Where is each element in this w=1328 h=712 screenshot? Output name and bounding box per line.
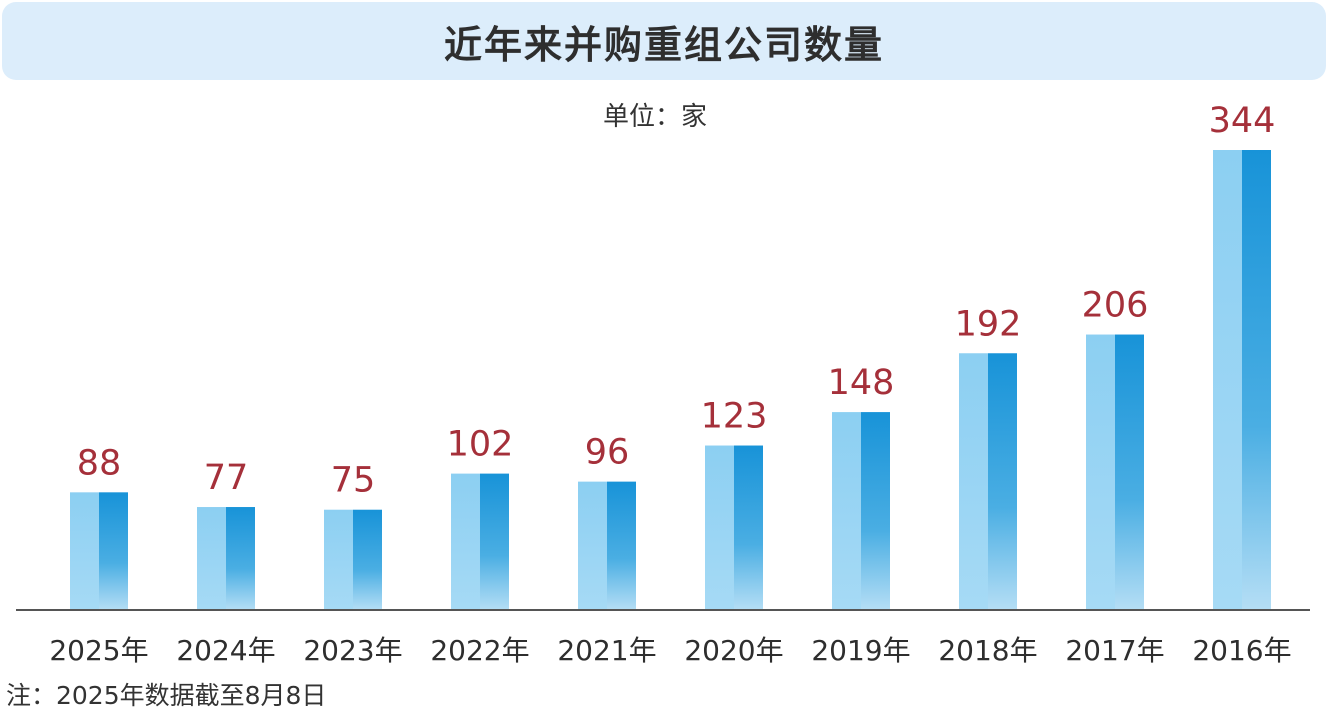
value-label: 192 xyxy=(955,304,1022,344)
bar xyxy=(324,509,382,610)
x-tick-label: 2021年 xyxy=(557,634,656,667)
bar-dark-half xyxy=(226,507,255,610)
bar xyxy=(197,507,255,610)
value-label: 75 xyxy=(331,461,376,501)
value-label: 123 xyxy=(701,397,768,437)
x-tick-label: 2019年 xyxy=(811,634,910,667)
x-tick-label: 2018年 xyxy=(938,634,1037,667)
chart-title: 近年来并购重组公司数量 xyxy=(443,22,884,67)
value-label: 102 xyxy=(447,425,514,465)
x-tick-label: 2024年 xyxy=(176,634,275,667)
unit-label: 单位：家 xyxy=(602,102,707,132)
x-tick-label: 2020年 xyxy=(684,634,783,667)
bar-dark-half xyxy=(861,412,890,610)
bar-dark-half xyxy=(480,473,509,610)
bar xyxy=(832,412,890,610)
value-label: 148 xyxy=(828,363,895,403)
bar xyxy=(70,492,128,610)
bar-light-half xyxy=(197,507,226,610)
title-bar: 近年来并购重组公司数量 xyxy=(2,2,1326,80)
bar-dark-half xyxy=(353,509,382,610)
value-label: 77 xyxy=(204,458,249,498)
bar xyxy=(705,445,763,610)
bar-light-half xyxy=(959,353,988,610)
value-label: 206 xyxy=(1082,286,1149,326)
bar-light-half xyxy=(1213,150,1242,610)
footnote: 注：2025年数据截至8月8日 xyxy=(6,681,327,710)
x-tick-label: 2025年 xyxy=(49,634,148,667)
bar-dark-half xyxy=(1115,334,1144,610)
bar-light-half xyxy=(578,481,607,610)
bar-light-half xyxy=(1086,334,1115,610)
bar-light-half xyxy=(705,445,734,610)
x-tick-label: 2022年 xyxy=(430,634,529,667)
bar-light-half xyxy=(70,492,99,610)
bar-dark-half xyxy=(988,353,1017,610)
value-label: 344 xyxy=(1209,101,1276,141)
bar-dark-half xyxy=(734,445,763,610)
value-label: 96 xyxy=(585,433,630,473)
bar xyxy=(959,353,1017,610)
bar-light-half xyxy=(451,473,480,610)
bar xyxy=(1086,334,1144,610)
bar-dark-half xyxy=(607,481,636,610)
x-tick-label: 2016年 xyxy=(1192,634,1291,667)
x-tick-label: 2017年 xyxy=(1065,634,1164,667)
x-tick-label: 2023年 xyxy=(303,634,402,667)
bar-light-half xyxy=(324,509,353,610)
bar-dark-half xyxy=(99,492,128,610)
value-label: 88 xyxy=(77,443,122,483)
bar xyxy=(1213,150,1271,610)
bar-dark-half xyxy=(1242,150,1271,610)
bar-light-half xyxy=(832,412,861,610)
bar xyxy=(451,473,509,610)
bar xyxy=(578,481,636,610)
